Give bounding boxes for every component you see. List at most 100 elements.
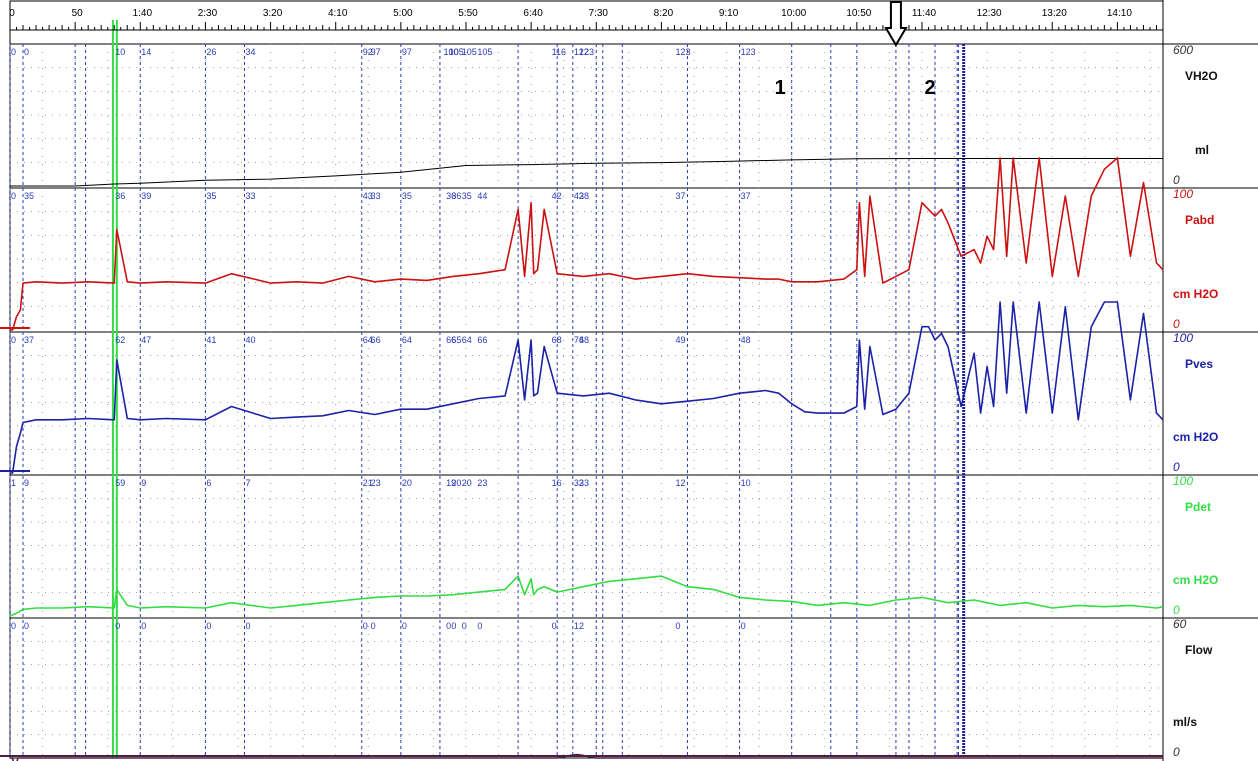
marker-value-label: 1 (11, 478, 16, 488)
channel-unit: ml/s (1173, 715, 1197, 729)
channel-name: Pves (1185, 357, 1213, 371)
marker-value-label: 2 (579, 621, 584, 631)
marker-value-label: 68 (552, 335, 562, 345)
marker-value-label: 37 (675, 191, 685, 201)
channel-min-label: 0 (1173, 745, 1180, 759)
marker-value-label: 1 (574, 621, 579, 631)
time-tick-label: 6:40 (523, 8, 543, 19)
marker-value-label: 40 (246, 335, 256, 345)
time-tick-label: 14:10 (1107, 8, 1132, 19)
channel-min-label: 0 (1173, 317, 1180, 331)
marker-value-label: 37 (24, 335, 34, 345)
marker-value-label: 42 (552, 191, 562, 201)
marker-value-label: 123 (675, 47, 690, 57)
marker-value-label: 32 (574, 478, 584, 488)
marker-value-label: 105 (477, 47, 492, 57)
marker-value-label: 42 (574, 191, 584, 201)
marker-value-label: 9 (24, 478, 29, 488)
marker-value-label: 35 (24, 191, 34, 201)
marker-value-label: 12 (675, 478, 685, 488)
marker-value-label: 64 (363, 335, 373, 345)
series-pves (10, 301, 1164, 474)
marker-value-label: 6 (206, 478, 211, 488)
marker-value-label: 116 (552, 47, 566, 57)
marker-value-label: 9 (141, 478, 146, 488)
time-tick-label: 0 (9, 8, 15, 19)
channel-min-label: 0 (1173, 603, 1180, 617)
marker-value-label: 36 (451, 191, 461, 201)
marker-value-label: 33 (371, 191, 381, 201)
marker-value-label: 62 (115, 335, 125, 345)
marker-value-label: 92 (363, 47, 373, 57)
channel-min-label: 0 (1173, 460, 1180, 474)
time-tick-label: 8:20 (654, 8, 674, 19)
marker-value-label: 97 (371, 47, 381, 57)
marker-value-label: 0 (552, 621, 557, 631)
marker-value-label: 0 (11, 191, 16, 201)
marker-value-label: 23 (371, 478, 381, 488)
time-tick-label: 12:30 (977, 8, 1002, 19)
channel-max-label: 600 (1173, 43, 1193, 57)
marker-value-label: 64 (462, 335, 472, 345)
marker-value-label: 0 (363, 621, 368, 631)
marker-value-label: 14 (141, 47, 151, 57)
marker-value-label: 0 (402, 621, 407, 631)
time-tick-label: 2:30 (198, 8, 218, 19)
marker-value-label: 43 (363, 191, 373, 201)
marker-value-label: 123 (579, 47, 594, 57)
marker-value-label: 16 (552, 478, 562, 488)
marker-value-label: 19 (446, 478, 456, 488)
marker-value-label: 39 (141, 191, 151, 201)
marker-value-label: 66 (446, 335, 456, 345)
series-flow (10, 753, 1163, 761)
time-tick-label: 7:30 (589, 8, 609, 19)
event-label-1: 1 (775, 77, 786, 99)
marker-value-label: 65 (451, 335, 461, 345)
time-tick-label: 11:40 (912, 8, 937, 19)
series-vh2o (10, 158, 1163, 187)
marker-value-label: 0 (11, 621, 16, 631)
marker-value-label: 49 (675, 335, 685, 345)
channel-name: VH2O (1185, 69, 1218, 83)
marker-value-label: 21 (363, 478, 373, 488)
marker-value-label: 20 (451, 478, 461, 488)
marker-value-label: 122 (574, 47, 589, 57)
channel-name: Flow (1185, 643, 1213, 657)
channel-max-label: 100 (1173, 331, 1193, 345)
time-axis: 0 50 1:40 2:30 3:20 4:10 5:00 5:50 6:40 7:30 8:20 9… (9, 8, 1164, 31)
series-pabd (10, 157, 1164, 331)
marker-value-label: 68 (579, 335, 589, 345)
series-layer (0, 157, 1164, 761)
marker-value-label: 47 (141, 335, 151, 345)
marker-value-label: 0 (462, 621, 467, 631)
time-tick-label: 4:10 (328, 8, 348, 19)
marker-value-label: 0 (11, 47, 16, 57)
marker-value-label: 10 (115, 47, 125, 57)
time-tick-label: 3:20 (263, 8, 283, 19)
marker-value-label: 20 (462, 478, 472, 488)
marker-value-label: 97 (402, 47, 412, 57)
marker-value-label: 10 (741, 478, 751, 488)
marker-value-label: 0 (741, 621, 746, 631)
event-markers (9, 20, 966, 758)
time-tick-label: 50 (72, 8, 84, 19)
channel-unit: ml (1195, 143, 1209, 157)
marker-value-label: 7 (246, 478, 251, 488)
marker-value-label: 66 (371, 335, 381, 345)
time-tick-label: 5:00 (393, 8, 413, 19)
marker-value-label: 105 (462, 47, 477, 57)
marker-value-label: 105 (449, 47, 464, 57)
marker-value-label: 74 (574, 335, 584, 345)
time-tick-label: 5:50 (458, 8, 478, 19)
channel-unit: cm H2O (1173, 430, 1218, 444)
marker-value-label: 0 (477, 621, 482, 631)
marker-value-label: 36 (446, 191, 456, 201)
marker-value-label: 0 (206, 621, 211, 631)
marker-value-label: 100 (444, 47, 459, 57)
down-arrow-icon (884, 1, 908, 47)
marker-value-label: 0 (141, 621, 146, 631)
time-tick-label: 10:00 (781, 8, 806, 19)
